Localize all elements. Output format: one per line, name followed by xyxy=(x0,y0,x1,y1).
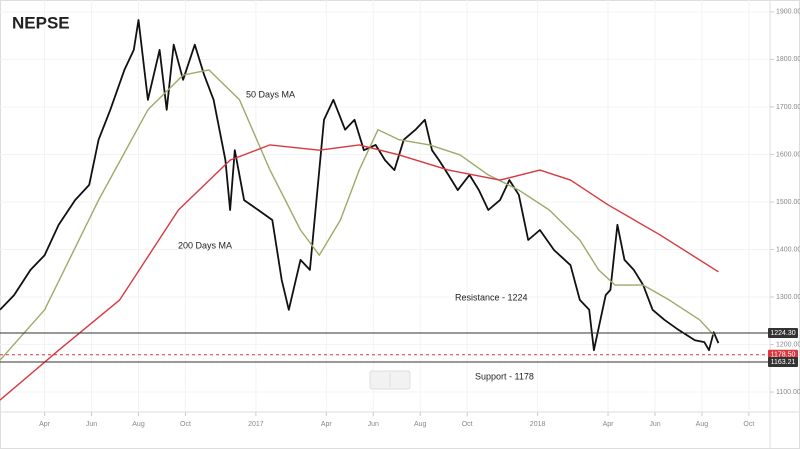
x-tick-label: Aug xyxy=(414,421,427,428)
x-tick-label: Oct xyxy=(743,421,754,428)
y-tick-label: 1300.00 xyxy=(776,294,800,301)
x-tick-label: Oct xyxy=(462,421,473,428)
level-label-box xyxy=(768,327,798,338)
level-label: 1224.30 xyxy=(770,330,795,337)
y-tick-label: 1200.00 xyxy=(776,341,800,348)
x-tick-label: Jun xyxy=(86,421,97,428)
annotation: 50 Days MA xyxy=(246,89,295,99)
annotation: Support - 1178 xyxy=(475,371,534,381)
annotation: Resistance - 1224 xyxy=(455,292,528,302)
x-tick-label: Jun xyxy=(649,421,660,428)
x-tick-label: Oct xyxy=(180,421,191,428)
y-tick-label: 1900.00 xyxy=(776,9,800,16)
x-tick-label: Apr xyxy=(39,421,51,428)
x-tick-label: 2018 xyxy=(530,421,546,428)
x-tick-label: Jun xyxy=(368,421,379,428)
y-tick-label: 1100.00 xyxy=(776,389,800,396)
annotation: 200 Days MA xyxy=(178,240,232,250)
y-tick-label: 1600.00 xyxy=(776,151,800,158)
level-label: 1178.50 xyxy=(771,352,796,359)
level-label: 1163.21 xyxy=(771,359,796,366)
series-line xyxy=(0,69,715,361)
x-tick-label: Aug xyxy=(696,421,709,428)
y-tick-label: 1800.00 xyxy=(776,56,800,63)
x-tick-label: Apr xyxy=(321,421,333,428)
series-line xyxy=(0,19,720,352)
x-tick-label: Aug xyxy=(132,421,145,428)
level-label-box xyxy=(768,357,798,368)
y-tick-label: 1400.00 xyxy=(776,246,800,253)
x-tick-label: Apr xyxy=(603,421,615,428)
y-tick-label: 1700.00 xyxy=(776,104,800,111)
plot xyxy=(0,0,770,412)
series-line xyxy=(0,144,719,401)
y-tick-label: 1500.00 xyxy=(776,199,800,206)
x-tick-label: 2017 xyxy=(248,421,264,428)
chart-title: NEPSE xyxy=(12,13,70,32)
